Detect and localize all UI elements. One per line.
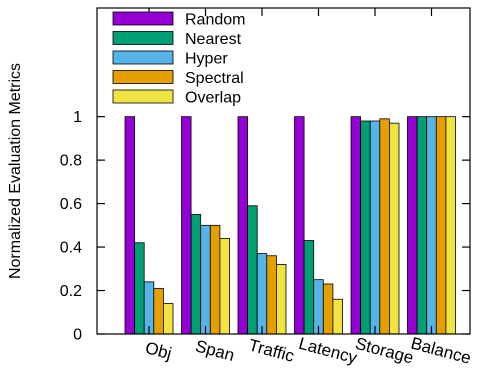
bar-random-balance	[407, 116, 418, 335]
bar-spectral-storage	[379, 118, 390, 335]
x-category-label-latency: Latency	[297, 334, 360, 368]
bar-random-obj	[124, 116, 136, 335]
bar-hyper-latency	[313, 279, 324, 335]
bar-nearest-balance	[416, 116, 428, 335]
bar-random-span	[181, 116, 192, 335]
x-category-label-balance: Balance	[409, 334, 473, 368]
bar-nearest-latency	[303, 240, 315, 335]
bar-overlap-obj	[162, 303, 174, 335]
legend-label-spectral: Spectral	[185, 70, 244, 87]
legend-label-random: Random	[185, 12, 245, 29]
bar-overlap-span	[219, 237, 230, 335]
bar-spectral-obj	[153, 287, 164, 335]
legend-swatch-nearest	[112, 31, 174, 45]
legend-swatch-hyper	[112, 50, 174, 65]
bar-hyper-traffic	[256, 253, 268, 335]
bar-hyper-storage	[369, 120, 381, 335]
y-tick-label: 0.2	[60, 283, 82, 300]
axes-group	[96, 7, 471, 335]
legend-label-overlap: Overlap	[185, 90, 241, 107]
bar-random-traffic	[237, 116, 249, 335]
bar-nearest-span	[190, 214, 202, 335]
bar-spectral-traffic	[266, 255, 277, 335]
x-category-label-traffic: Traffic	[247, 336, 297, 366]
bar-random-storage	[350, 116, 362, 335]
bar-overlap-traffic	[275, 264, 287, 335]
plot-frame	[96, 7, 471, 335]
legend-label-hyper: Hyper	[185, 51, 228, 68]
y-tick-label: 1	[73, 109, 82, 126]
bar-overlap-latency	[332, 298, 343, 335]
bar-hyper-span	[200, 224, 211, 335]
bar-spectral-span	[209, 224, 221, 335]
x-category-label-span: Span	[193, 336, 236, 365]
y-ticks-group: 0 0.2 0.4 0.6 0.8 1	[60, 109, 470, 344]
legend-swatch-random	[112, 11, 174, 26]
y-axis-label: Normalized Evaluation Metrics	[7, 63, 24, 279]
bar-spectral-balance	[435, 116, 447, 335]
y-tick-label: 0.4	[60, 240, 82, 257]
legend: Random Nearest Hyper Spectral Overlap	[112, 11, 245, 107]
bar-nearest-traffic	[247, 205, 258, 335]
bar-random-latency	[294, 116, 305, 335]
x-category-label-storage: Storage	[353, 334, 415, 368]
bar-nearest-obj	[134, 242, 145, 335]
legend-swatch-overlap	[112, 89, 174, 104]
y-tick-label: 0.6	[60, 196, 82, 213]
bars-group	[124, 116, 456, 335]
x-category-label-obj: Obj	[143, 338, 173, 363]
legend-label-nearest: Nearest	[185, 31, 242, 48]
bar-spectral-latency	[322, 283, 334, 335]
bar-hyper-balance	[426, 116, 437, 335]
bar-overlap-storage	[388, 122, 400, 335]
bar-overlap-balance	[445, 116, 456, 335]
y-tick-label: 0.8	[60, 153, 82, 170]
legend-swatch-spectral	[112, 70, 174, 84]
bar-nearest-storage	[360, 120, 371, 335]
y-tick-label: 0	[73, 327, 82, 344]
